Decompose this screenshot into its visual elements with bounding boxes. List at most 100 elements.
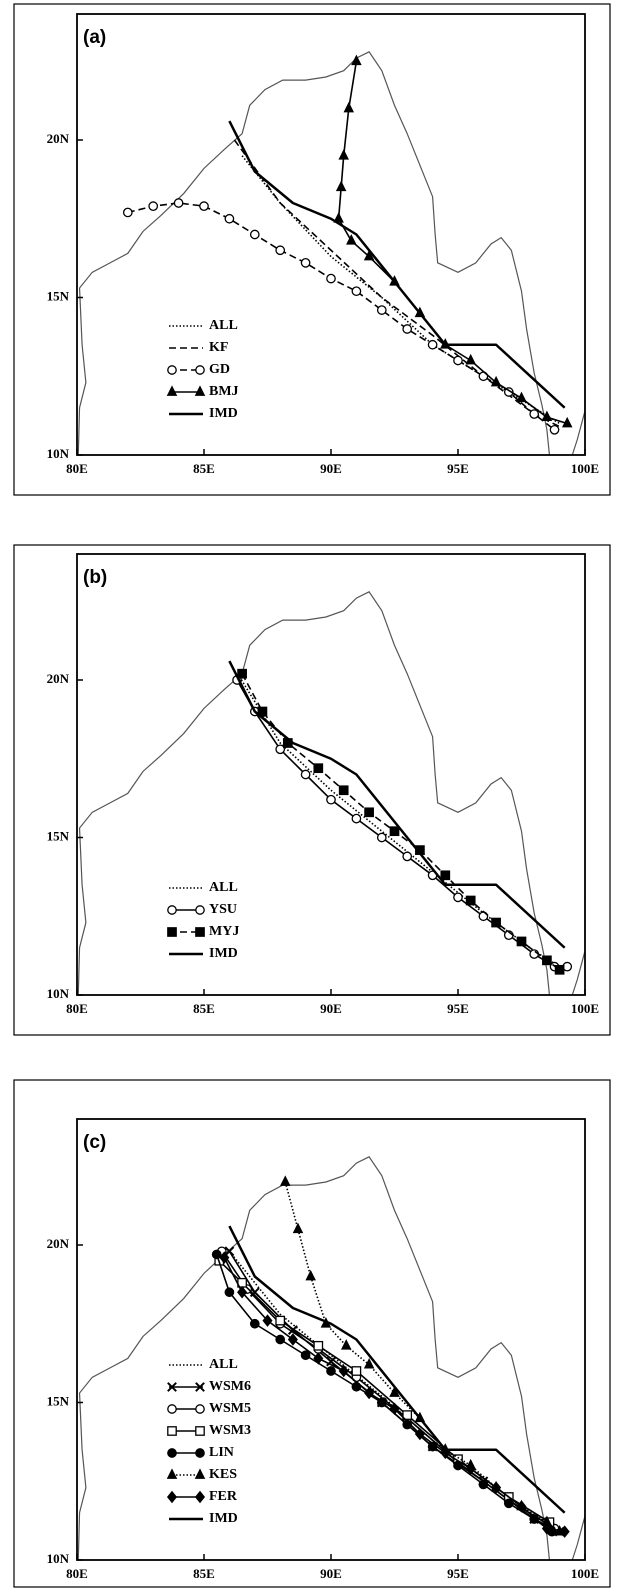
x-tick-label: 85E — [193, 1001, 215, 1016]
marker — [363, 1358, 375, 1369]
marker — [478, 1479, 489, 1490]
legend-label: ALL — [209, 880, 238, 895]
marker — [503, 1498, 514, 1509]
marker — [440, 1446, 451, 1460]
track-line — [284, 1181, 561, 1533]
marker — [280, 1175, 291, 1186]
marker — [402, 324, 413, 334]
marker — [313, 1352, 324, 1365]
marker — [549, 424, 560, 435]
marker — [516, 1500, 527, 1513]
x-tick-label: 90E — [320, 461, 342, 476]
marker — [491, 917, 501, 928]
x-tick-label: 95E — [447, 1566, 469, 1581]
marker — [516, 936, 527, 947]
track-line — [221, 1250, 555, 1530]
marker — [340, 1339, 352, 1350]
marker — [300, 769, 311, 780]
marker — [491, 1481, 502, 1494]
marker — [166, 385, 178, 396]
marker — [351, 54, 362, 66]
legend-label: MYJ — [209, 924, 239, 939]
legend-label: FER — [209, 1489, 238, 1504]
track-line — [228, 1225, 566, 1514]
marker — [427, 339, 438, 350]
panel-title: (b) — [83, 567, 107, 588]
marker — [195, 1404, 205, 1414]
panel-frame — [13, 3, 611, 496]
x-tick-label: 90E — [320, 1001, 342, 1016]
marker — [173, 198, 184, 208]
marker — [376, 305, 387, 315]
marker — [300, 257, 311, 268]
plot-area: 80E 85E 90E 95E 100E 10N 15N 20N (a) ALL KF GD BMJ IM… — [47, 13, 599, 476]
track-line — [228, 120, 566, 409]
plot-content — [77, 1156, 585, 1560]
legend-label: ALL — [209, 1357, 238, 1372]
plot-area: 80E 85E 90E 95E 100E 10N 15N 20N (b) ALL YSU MYJ IMD — [47, 553, 599, 1016]
marker — [195, 927, 205, 937]
marker — [195, 905, 205, 915]
marker — [194, 1490, 206, 1504]
marker — [453, 892, 463, 903]
plot-frame — [76, 553, 586, 996]
y-tick-label: 15N — [47, 828, 70, 843]
x-tick-label: 80E — [66, 1566, 88, 1581]
marker — [326, 1356, 336, 1367]
marker — [195, 1382, 205, 1392]
track-line — [215, 1254, 553, 1533]
marker — [333, 212, 344, 223]
x-tick-label: 85E — [193, 461, 215, 476]
marker — [237, 1286, 248, 1299]
track-line — [218, 1260, 550, 1523]
marker — [275, 1315, 286, 1326]
marker — [275, 245, 286, 256]
marker — [167, 1382, 177, 1392]
marker — [224, 1246, 235, 1257]
x-tick-label: 85E — [193, 1566, 215, 1581]
marker — [167, 905, 177, 915]
legend-label: ALL — [209, 318, 238, 333]
marker — [389, 1402, 400, 1416]
marker — [249, 1318, 260, 1329]
track-line — [241, 155, 561, 425]
marker — [148, 201, 159, 211]
marker — [453, 355, 463, 366]
legend-label: YSU — [209, 902, 237, 917]
legend-label: WSM5 — [209, 1401, 251, 1416]
marker — [194, 1468, 206, 1479]
x-tick-label: 90E — [320, 1566, 342, 1581]
x-tick-label: 95E — [447, 1001, 469, 1016]
marker — [292, 1222, 304, 1234]
marker — [561, 416, 573, 428]
marker — [326, 273, 336, 284]
x-tick-label: 100E — [571, 1001, 599, 1016]
legend-label: BMJ — [209, 384, 239, 399]
x-tick-label: 100E — [571, 461, 599, 476]
panel-title: (a) — [83, 27, 106, 48]
marker — [262, 1314, 273, 1327]
marker — [541, 1522, 552, 1535]
marker — [167, 1426, 177, 1436]
marker — [166, 1490, 178, 1504]
track-line — [236, 679, 568, 968]
marker — [554, 964, 565, 975]
marker — [389, 1386, 400, 1397]
marker — [541, 410, 553, 422]
marker — [167, 1404, 177, 1414]
marker — [249, 229, 260, 240]
y-tick-label: 20N — [47, 671, 70, 686]
marker — [219, 1251, 230, 1264]
marker — [224, 1287, 235, 1298]
marker — [363, 249, 375, 261]
plot-content — [77, 51, 585, 455]
marker — [351, 286, 362, 297]
marker — [199, 201, 209, 211]
marker — [211, 1249, 222, 1260]
marker — [414, 1427, 425, 1441]
x-tick-label: 95E — [447, 461, 469, 476]
marker — [275, 1334, 286, 1345]
marker — [167, 927, 177, 937]
marker — [195, 1448, 205, 1458]
